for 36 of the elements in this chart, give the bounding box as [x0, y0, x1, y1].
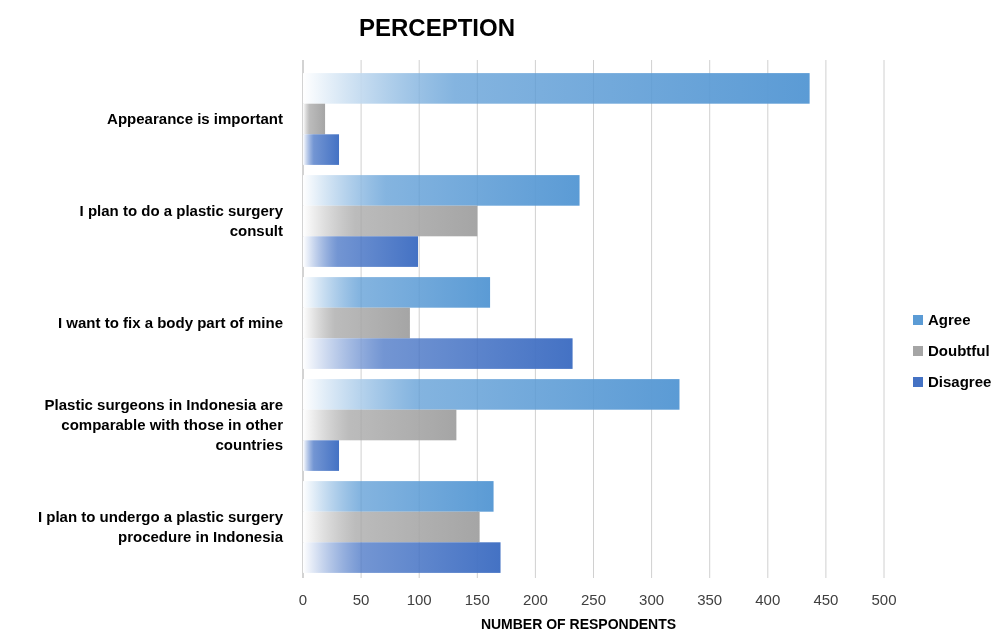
- y-tick-label: I want to fix a body part of mine: [57, 314, 283, 331]
- x-tick-label: 400: [755, 591, 781, 608]
- bar: [303, 205, 478, 237]
- bar: [303, 236, 419, 267]
- x-tick-label: 350: [697, 591, 723, 608]
- x-axis-title: NUMBER OF RESPONDENTS: [480, 616, 677, 630]
- bar: [303, 134, 340, 165]
- bar: [303, 542, 501, 573]
- bar: [303, 103, 326, 135]
- y-tick-label: Appearance is important: [107, 110, 283, 127]
- x-tick-label: 100: [406, 591, 432, 608]
- y-tick-label: Plastic surgeons in Indonesia are comparable with those in other countries: [44, 396, 284, 453]
- y-tick-label: I plan to undergo a plastic surgery procedure in Indonesia: [37, 508, 284, 545]
- x-tick-label: 300: [639, 591, 665, 608]
- x-tick-label: 150: [464, 591, 490, 608]
- bar: [303, 379, 680, 410]
- x-tick-label: 0: [298, 591, 308, 608]
- bar: [303, 511, 480, 543]
- bar: [303, 440, 340, 471]
- y-tick-label: I plan to do a plastic surgery consult: [79, 202, 284, 239]
- legend-label: Agree: [928, 311, 971, 328]
- bar: [303, 338, 573, 369]
- x-tick-label: 50: [352, 591, 370, 608]
- bar: [303, 409, 457, 441]
- bar: [303, 481, 494, 512]
- x-tick-label: 200: [522, 591, 548, 608]
- bar: [303, 277, 491, 308]
- chart-title: PERCEPTION: [358, 14, 516, 41]
- x-tick-label: 250: [580, 591, 607, 608]
- bar: [303, 73, 810, 104]
- x-tick-label: 450: [813, 591, 839, 608]
- bar: [303, 175, 580, 206]
- legend-label: Doubtful: [928, 342, 990, 359]
- bar: [303, 307, 410, 339]
- x-tick-label: 500: [871, 591, 897, 608]
- legend-label: Disagree: [928, 373, 992, 390]
